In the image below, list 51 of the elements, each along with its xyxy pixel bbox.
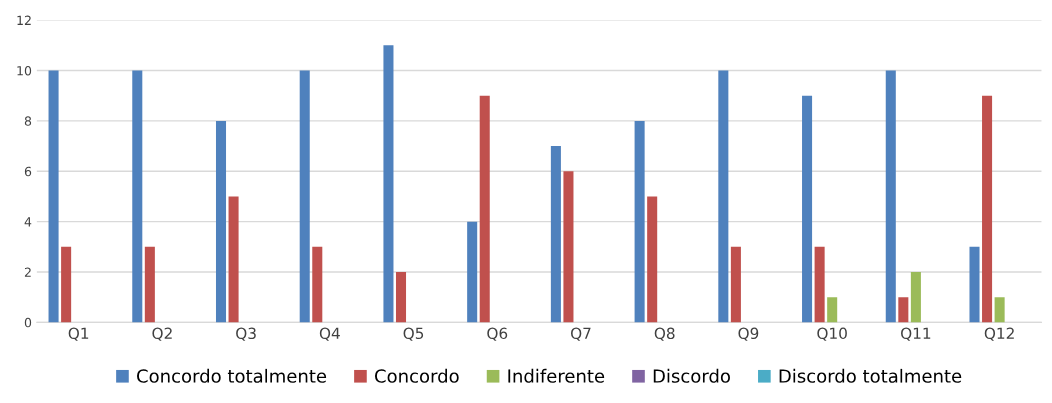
legend-label: Discordo totalmente [779, 368, 962, 383]
y-tick-label: 12 [17, 15, 31, 25]
bar [910, 272, 921, 323]
legend-label: Indiferente [508, 368, 605, 383]
bar [312, 246, 323, 323]
x-tick-label: Q3 [236, 327, 256, 341]
bar [228, 196, 239, 323]
bar [898, 297, 909, 323]
x-tick-label: Q4 [319, 327, 340, 341]
bar [479, 95, 490, 323]
bar [132, 70, 143, 323]
bar [144, 246, 155, 323]
y-tick-label: 4 [24, 217, 32, 227]
x-tick-label: Q8 [654, 327, 675, 341]
x-tick-label: Q10 [817, 327, 847, 341]
y-tick-label: 10 [17, 66, 32, 76]
bar [61, 246, 72, 323]
y-tick-label: 8 [24, 116, 32, 126]
y-tick-label: 2 [24, 267, 31, 277]
y-tick-label: 6 [24, 166, 32, 177]
bar [550, 146, 561, 323]
x-tick-label: Q7 [570, 327, 591, 341]
x-tick-label: Q11 [901, 327, 931, 341]
bar [730, 246, 741, 323]
x-tick-label: Q9 [738, 327, 759, 341]
bar [885, 70, 896, 323]
x-tick-label: Q5 [403, 327, 424, 341]
legend-label: Discordo [653, 368, 730, 383]
bar [48, 70, 59, 323]
bar [827, 297, 838, 323]
bar [802, 95, 813, 323]
legend-label: Concordo [375, 368, 459, 383]
bar [299, 70, 310, 323]
y-tick-label: 0 [24, 317, 32, 328]
bar [215, 120, 227, 323]
bar [814, 246, 825, 323]
bar [718, 70, 729, 323]
bar [982, 95, 993, 323]
bar [994, 297, 1005, 323]
x-tick-label: Q6 [487, 327, 508, 341]
x-tick-label: Q12 [984, 327, 1014, 341]
legend-label: Concordo totalmente [137, 368, 327, 383]
bar [969, 246, 980, 323]
bar [563, 171, 574, 323]
x-tick-label: Q2 [152, 327, 172, 341]
bar [647, 196, 658, 323]
bar [634, 120, 645, 323]
bar [467, 221, 478, 323]
bar [383, 45, 394, 323]
x-tick-label: Q1 [68, 327, 89, 341]
bar [395, 272, 407, 323]
